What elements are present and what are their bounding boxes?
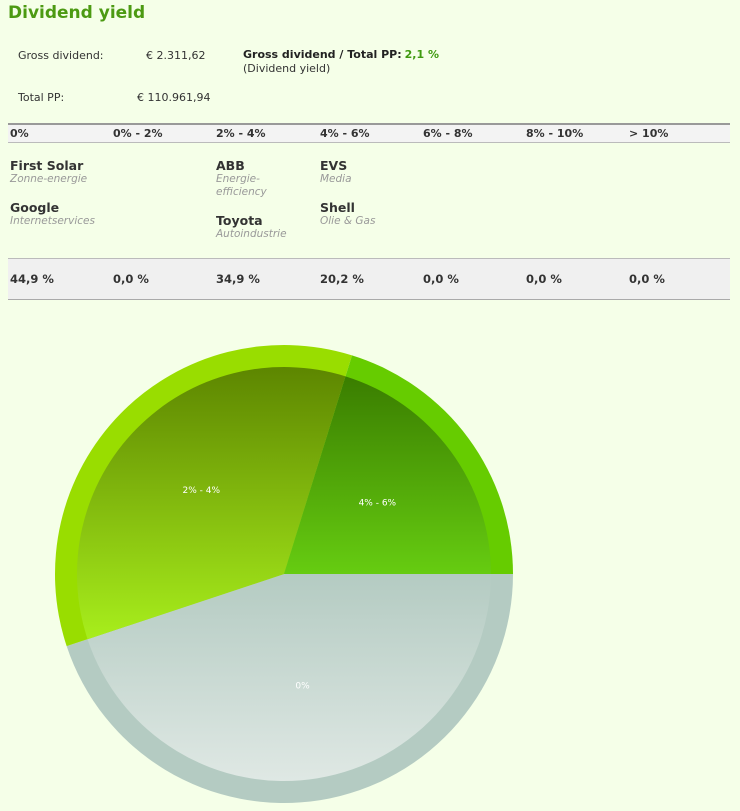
company-entry[interactable]: Google Internetservices: [10, 200, 106, 228]
company-name: Google: [10, 200, 60, 215]
range-label: 6% - 8%: [423, 127, 473, 140]
company-entry[interactable]: ABB Energie-efficiency: [216, 158, 278, 199]
percentage-value: 34,9 %: [216, 272, 260, 286]
company-sector: Olie & Gas: [320, 215, 376, 227]
pie-slice-label: 2% - 4%: [182, 486, 220, 496]
total-pp-label: Total PP:: [18, 91, 65, 104]
pie-slice[interactable]: [87, 574, 491, 781]
page-title: Dividend yield: [8, 3, 146, 23]
pie-slice-label: 0%: [295, 681, 310, 691]
pie-slice[interactable]: [284, 376, 491, 574]
range-label: 0% - 2%: [113, 127, 163, 140]
company-sector: Zonne-energie: [10, 173, 88, 185]
dividend-yield-label: Gross dividend / Total PP:: [243, 48, 402, 61]
company-entry[interactable]: First Solar Zonne-energie: [10, 158, 106, 186]
yield-range-header: 0% 0% - 2% 2% - 4% 4% - 6% 6% - 8% 8% - …: [8, 123, 730, 143]
percentage-value: 0,0 %: [113, 272, 149, 286]
percentage-value: 44,9 %: [10, 272, 54, 286]
gross-dividend-value: € 2.311,62: [146, 49, 206, 62]
range-label: 0%: [10, 127, 29, 140]
percentage-value: 0,0 %: [423, 272, 459, 286]
dividend-yield-block: Gross dividend / Total PP: 2,1 % (Dividen…: [243, 48, 439, 75]
company-name: ABB: [216, 158, 245, 173]
company-name: Toyota: [216, 213, 263, 228]
percentage-value: 0,0 %: [526, 272, 562, 286]
range-label: 2% - 4%: [216, 127, 266, 140]
gross-dividend-label: Gross dividend:: [18, 49, 104, 62]
percentage-value: 20,2 %: [320, 272, 364, 286]
company-sector: Energie-efficiency: [216, 173, 267, 198]
pie-slice-label: 4% - 6%: [359, 498, 397, 508]
total-pp-value: € 110.961,94: [137, 91, 211, 104]
company-grid: First Solar Zonne-energie Google Interne…: [8, 158, 730, 258]
company-sector: Internetservices: [10, 215, 95, 227]
pie-slice[interactable]: [76, 367, 346, 640]
range-label: > 10%: [629, 127, 669, 140]
company-sector: Autoindustrie: [216, 228, 287, 240]
company-name: EVS: [320, 158, 348, 173]
dividend-yield-sublabel: (Dividend yield): [243, 62, 331, 75]
company-name: First Solar: [10, 158, 84, 173]
company-entry[interactable]: EVS Media: [320, 158, 416, 186]
range-label: 4% - 6%: [320, 127, 370, 140]
company-entry[interactable]: Shell Olie & Gas: [320, 200, 416, 228]
dividend-yield-value: 2,1 %: [404, 48, 439, 61]
percentage-value: 0,0 %: [629, 272, 665, 286]
company-entry[interactable]: Toyota Autoindustrie: [216, 213, 312, 241]
dividend-yield-pie-chart: 0% 2% - 4% 4% - 6%: [55, 345, 513, 803]
percentage-row: 44,9 % 0,0 % 34,9 % 20,2 % 0,0 % 0,0 % 0…: [8, 258, 730, 300]
company-name: Shell: [320, 200, 355, 215]
range-label: 8% - 10%: [526, 127, 584, 140]
company-sector: Media: [320, 173, 352, 185]
